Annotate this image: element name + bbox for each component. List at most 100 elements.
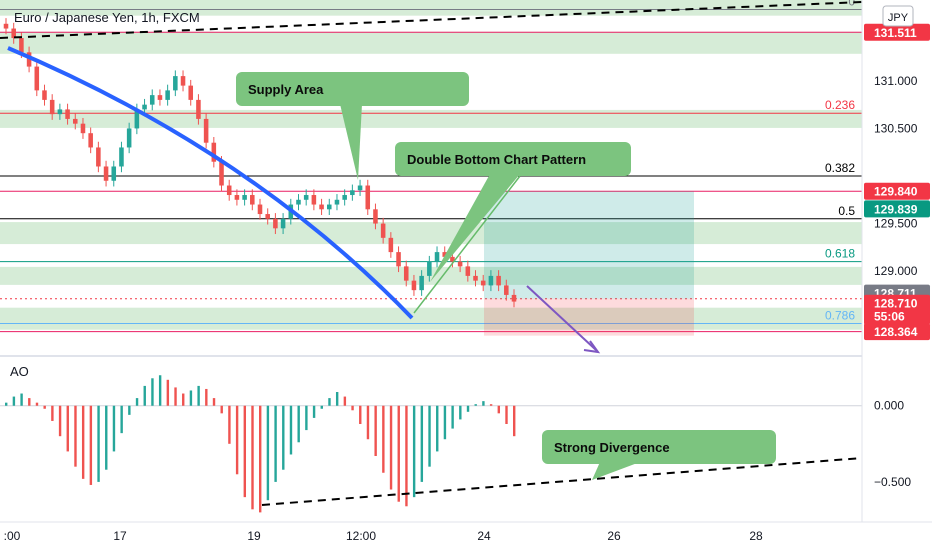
candle[interactable] bbox=[496, 275, 501, 286]
candle[interactable] bbox=[42, 90, 47, 100]
ao-bar[interactable] bbox=[382, 405, 385, 473]
candle[interactable] bbox=[480, 280, 486, 286]
candle[interactable] bbox=[419, 275, 424, 291]
ao-bar[interactable] bbox=[189, 390, 193, 406]
ao-bar[interactable] bbox=[220, 405, 223, 414]
ao-bar[interactable] bbox=[489, 404, 493, 406]
ao-bar[interactable] bbox=[28, 398, 31, 406]
ao-bar[interactable] bbox=[366, 405, 370, 440]
ao-bar[interactable] bbox=[436, 405, 439, 452]
candle[interactable] bbox=[242, 195, 247, 200]
ao-bar[interactable] bbox=[389, 405, 393, 490]
candle[interactable] bbox=[165, 90, 170, 100]
price-tag[interactable]: 129.839 bbox=[864, 200, 930, 218]
candle[interactable] bbox=[450, 256, 455, 262]
ao-bar[interactable] bbox=[451, 405, 454, 429]
candle[interactable] bbox=[88, 133, 93, 148]
ao-bar[interactable] bbox=[497, 405, 501, 414]
candle[interactable] bbox=[34, 66, 40, 91]
ao-bar[interactable] bbox=[105, 405, 108, 470]
candle[interactable] bbox=[219, 161, 224, 186]
candle[interactable] bbox=[403, 266, 409, 281]
candle[interactable] bbox=[111, 166, 117, 181]
candle[interactable] bbox=[80, 123, 86, 134]
divergence-callout[interactable]: Strong Divergence bbox=[542, 430, 776, 480]
candle[interactable] bbox=[303, 195, 309, 200]
ao-bar[interactable] bbox=[43, 405, 46, 409]
ao-bar[interactable] bbox=[5, 402, 8, 406]
ao-bar[interactable] bbox=[482, 401, 485, 406]
candle[interactable] bbox=[134, 109, 140, 129]
ao-bar[interactable] bbox=[66, 405, 69, 452]
candle[interactable] bbox=[196, 99, 201, 119]
candle[interactable] bbox=[457, 261, 463, 267]
candle[interactable] bbox=[365, 185, 371, 210]
candle[interactable] bbox=[203, 118, 209, 143]
ao-bar[interactable] bbox=[182, 393, 185, 406]
candle[interactable] bbox=[373, 209, 378, 224]
supply-area-callout[interactable]: Supply Area bbox=[236, 72, 469, 180]
ao-bar[interactable] bbox=[428, 405, 431, 467]
ao-bar[interactable] bbox=[343, 396, 347, 406]
ao-bar[interactable] bbox=[166, 379, 170, 406]
candle[interactable] bbox=[396, 252, 401, 267]
candle[interactable] bbox=[3, 23, 9, 29]
candle[interactable] bbox=[434, 252, 440, 262]
candle[interactable] bbox=[96, 147, 101, 167]
ao-bar[interactable] bbox=[397, 405, 400, 502]
candle[interactable] bbox=[234, 195, 240, 200]
ao-bar[interactable] bbox=[328, 398, 331, 406]
ao-bar[interactable] bbox=[459, 405, 462, 420]
candle[interactable] bbox=[334, 199, 340, 205]
candle[interactable] bbox=[342, 195, 347, 200]
candle[interactable] bbox=[149, 95, 155, 105]
ao-bar[interactable] bbox=[412, 405, 416, 498]
ao-bar[interactable] bbox=[12, 396, 16, 406]
ao-bar[interactable] bbox=[228, 405, 231, 444]
ao-bar[interactable] bbox=[405, 405, 408, 507]
candle[interactable] bbox=[357, 185, 363, 191]
candle[interactable] bbox=[388, 237, 394, 253]
ao-bar[interactable] bbox=[20, 393, 23, 406]
candle[interactable] bbox=[296, 199, 301, 205]
candle[interactable] bbox=[273, 218, 278, 229]
ao-bar[interactable] bbox=[420, 405, 424, 482]
candle[interactable] bbox=[11, 28, 16, 39]
double-bottom-callout[interactable]: Double Bottom Chart Pattern bbox=[395, 142, 631, 282]
ao-bar[interactable] bbox=[158, 375, 162, 406]
ao-bar[interactable] bbox=[443, 405, 447, 440]
ao-bar[interactable] bbox=[466, 405, 470, 412]
ao-bar[interactable] bbox=[235, 405, 239, 475]
candle[interactable] bbox=[119, 147, 124, 167]
candle[interactable] bbox=[442, 252, 448, 257]
candle[interactable] bbox=[157, 95, 163, 100]
ao-bar[interactable] bbox=[81, 405, 85, 479]
candle[interactable] bbox=[211, 142, 217, 162]
ao-bar[interactable] bbox=[312, 405, 316, 418]
ao-bar[interactable] bbox=[335, 392, 339, 406]
candle[interactable] bbox=[126, 128, 132, 148]
price-tag[interactable]: 129.840 bbox=[864, 182, 930, 200]
ao-bar[interactable] bbox=[112, 405, 116, 452]
candle[interactable] bbox=[350, 190, 355, 196]
ao-bar[interactable] bbox=[197, 385, 200, 406]
candle[interactable] bbox=[257, 204, 263, 215]
candle[interactable] bbox=[57, 109, 63, 115]
ao-bar[interactable] bbox=[513, 405, 516, 437]
ao-bar[interactable] bbox=[374, 405, 377, 456]
ao-bar[interactable] bbox=[474, 404, 477, 406]
ao-bar[interactable] bbox=[305, 405, 308, 431]
candle[interactable] bbox=[250, 195, 255, 205]
ao-bar[interactable] bbox=[135, 398, 139, 406]
ao-bar[interactable] bbox=[251, 405, 254, 510]
candle[interactable] bbox=[326, 204, 332, 210]
ao-bar[interactable] bbox=[74, 405, 77, 467]
candle[interactable] bbox=[65, 109, 70, 119]
candle[interactable] bbox=[319, 204, 324, 210]
ao-bar[interactable] bbox=[505, 405, 508, 424]
ao-bar[interactable] bbox=[128, 405, 131, 415]
candle[interactable] bbox=[427, 261, 432, 276]
candle[interactable] bbox=[265, 214, 270, 219]
ao-bar[interactable] bbox=[351, 405, 354, 411]
